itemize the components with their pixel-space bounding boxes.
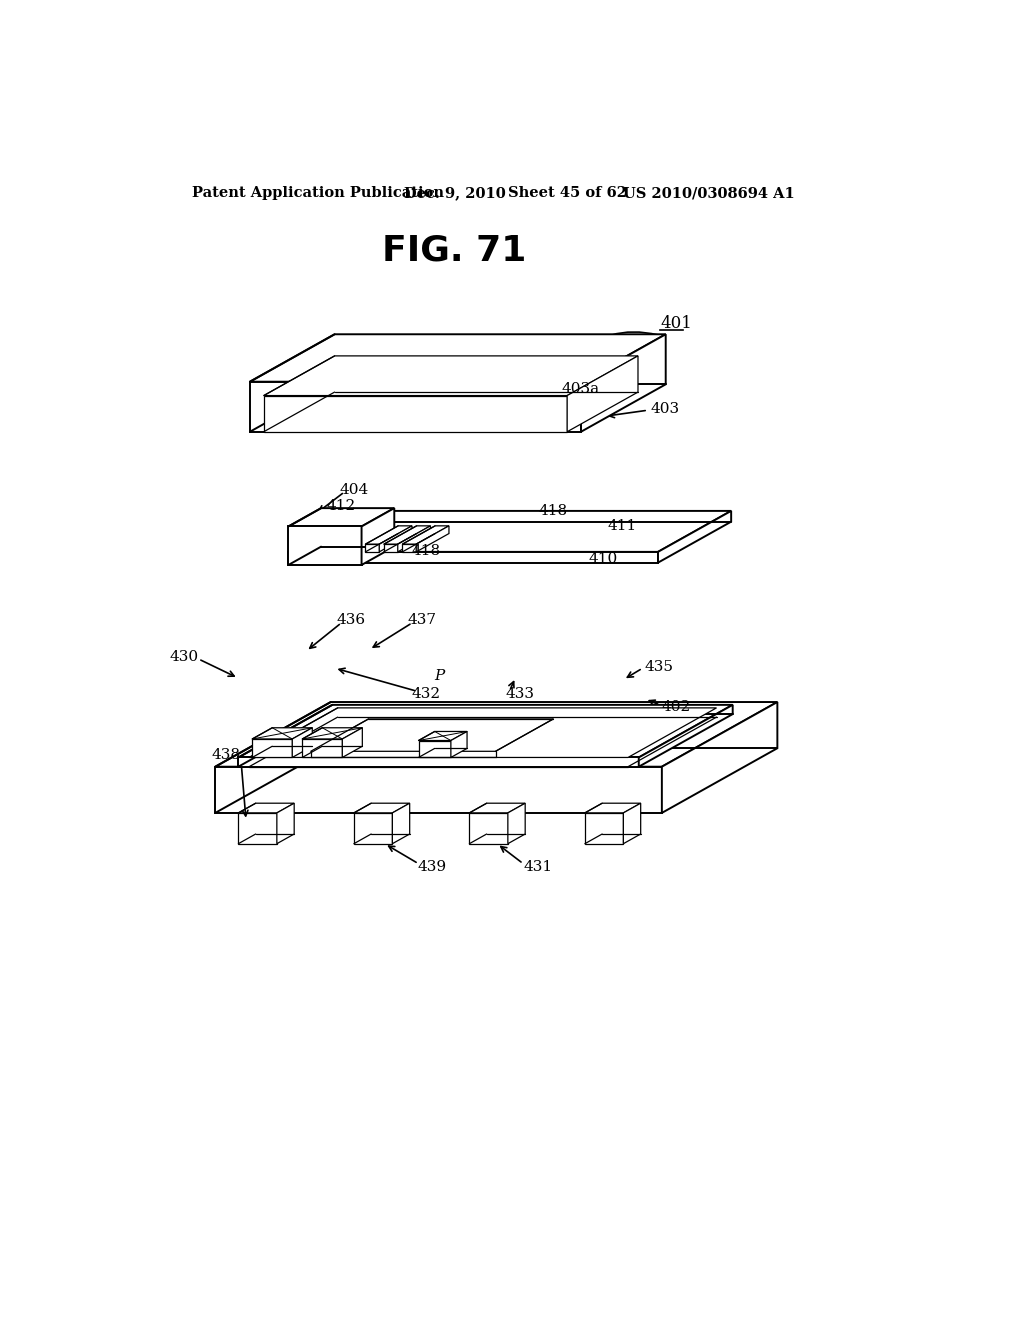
Text: 403a: 403a <box>562 383 600 396</box>
Polygon shape <box>379 525 412 552</box>
Polygon shape <box>250 381 581 432</box>
Text: 418: 418 <box>539 504 567 517</box>
Polygon shape <box>289 511 731 552</box>
Polygon shape <box>310 719 553 751</box>
Polygon shape <box>264 396 567 432</box>
Text: Sheet 45 of 62: Sheet 45 of 62 <box>508 186 627 201</box>
Polygon shape <box>419 731 467 741</box>
Text: 431: 431 <box>523 859 552 874</box>
Text: 436: 436 <box>337 614 366 627</box>
Polygon shape <box>366 525 412 544</box>
Text: 404: 404 <box>340 483 370 496</box>
Polygon shape <box>639 705 733 767</box>
Polygon shape <box>469 803 525 813</box>
Polygon shape <box>581 334 666 432</box>
Polygon shape <box>252 727 312 739</box>
Polygon shape <box>402 544 416 552</box>
Polygon shape <box>508 803 525 843</box>
Polygon shape <box>250 334 666 381</box>
Polygon shape <box>585 813 624 843</box>
Polygon shape <box>252 739 292 758</box>
Polygon shape <box>215 702 777 767</box>
Polygon shape <box>289 508 394 527</box>
Polygon shape <box>302 727 362 739</box>
Polygon shape <box>215 767 662 813</box>
Text: 433: 433 <box>506 686 535 701</box>
Text: FIG. 71: FIG. 71 <box>382 234 526 268</box>
Polygon shape <box>392 803 410 843</box>
Text: 435: 435 <box>644 660 673 673</box>
Text: US 2010/0308694 A1: US 2010/0308694 A1 <box>624 186 795 201</box>
Polygon shape <box>402 525 449 544</box>
Polygon shape <box>289 527 361 565</box>
Polygon shape <box>289 552 658 562</box>
Text: 430: 430 <box>169 651 199 664</box>
Polygon shape <box>354 813 392 843</box>
Polygon shape <box>451 731 467 758</box>
Polygon shape <box>342 727 362 758</box>
Polygon shape <box>384 525 430 544</box>
Polygon shape <box>416 525 449 552</box>
Text: 401: 401 <box>660 315 692 333</box>
Polygon shape <box>249 708 717 758</box>
Polygon shape <box>276 803 294 843</box>
Text: 402: 402 <box>662 700 691 714</box>
Polygon shape <box>239 803 294 813</box>
Text: 439: 439 <box>417 859 446 874</box>
Text: 412: 412 <box>327 499 356 513</box>
Polygon shape <box>354 803 410 813</box>
Polygon shape <box>469 813 508 843</box>
Polygon shape <box>292 727 312 758</box>
Polygon shape <box>302 739 342 758</box>
Polygon shape <box>662 702 777 813</box>
Polygon shape <box>567 356 638 432</box>
Polygon shape <box>366 544 379 552</box>
Text: 411: 411 <box>608 520 637 533</box>
Text: 437: 437 <box>408 614 437 627</box>
Polygon shape <box>361 508 394 565</box>
Polygon shape <box>239 813 276 843</box>
Polygon shape <box>239 758 639 767</box>
Polygon shape <box>419 741 451 758</box>
Polygon shape <box>585 803 641 813</box>
Polygon shape <box>397 525 430 552</box>
Polygon shape <box>239 705 733 758</box>
Polygon shape <box>264 356 638 396</box>
Text: 410: 410 <box>589 552 617 566</box>
Text: 403: 403 <box>650 401 680 416</box>
Polygon shape <box>658 511 731 562</box>
Text: Patent Application Publication: Patent Application Publication <box>193 186 444 201</box>
Text: 418: 418 <box>412 544 440 558</box>
Text: P: P <box>435 669 445 682</box>
Text: 438: 438 <box>212 748 241 762</box>
Polygon shape <box>384 544 397 552</box>
Text: Dec. 9, 2010: Dec. 9, 2010 <box>403 186 506 201</box>
Polygon shape <box>624 803 641 843</box>
Text: 432: 432 <box>412 686 440 701</box>
